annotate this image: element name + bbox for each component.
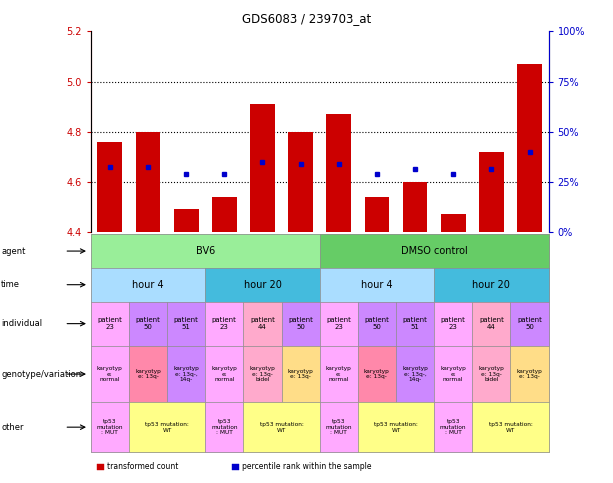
Text: patient
23: patient 23 [326,317,351,330]
Text: patient
50: patient 50 [288,317,313,330]
Bar [441,214,466,232]
Text: karyotyp
e:
normal: karyotyp e: normal [211,366,237,383]
Bar [97,142,122,232]
Text: patient
44: patient 44 [250,317,275,330]
Text: time: time [1,280,20,289]
Text: transformed count: transformed count [107,463,178,471]
Text: agent: agent [1,246,26,256]
Text: tp53 mutation:
WT: tp53 mutation: WT [489,422,533,433]
Text: other: other [1,423,24,432]
Text: hour 20: hour 20 [473,280,511,290]
Text: tp53
mutation
: MUT: tp53 mutation : MUT [97,419,123,436]
Text: individual: individual [1,319,42,328]
Text: karyotyp
e: 13q-
bidel: karyotyp e: 13q- bidel [249,366,275,383]
Text: patient
23: patient 23 [441,317,466,330]
Text: karyotyp
e:
normal: karyotyp e: normal [440,366,466,383]
Text: hour 4: hour 4 [361,280,393,290]
Text: karyotyp
e:
normal: karyotyp e: normal [97,366,123,383]
Text: DMSO control: DMSO control [401,246,468,256]
Text: patient
23: patient 23 [97,317,122,330]
Text: patient
51: patient 51 [173,317,199,330]
Bar [173,209,199,232]
Text: tp53
mutation
: MUT: tp53 mutation : MUT [326,419,352,436]
Bar [479,152,504,232]
Text: karyotyp
e: 13q-: karyotyp e: 13q- [517,369,543,380]
Text: karyotyp
e: 13q-
bidel: karyotyp e: 13q- bidel [479,366,504,383]
Text: karyotyp
e:
normal: karyotyp e: normal [326,366,352,383]
Bar [135,132,161,232]
Bar [403,182,427,232]
Text: karyotyp
e: 13q-: karyotyp e: 13q- [287,369,313,380]
Text: patient
23: patient 23 [212,317,237,330]
Text: patient
50: patient 50 [135,317,161,330]
Text: patient
50: patient 50 [517,317,542,330]
Text: tp53 mutation:
WT: tp53 mutation: WT [374,422,418,433]
Bar [250,104,275,232]
Bar [517,64,542,232]
Text: patient
44: patient 44 [479,317,504,330]
Text: tp53 mutation:
WT: tp53 mutation: WT [145,422,189,433]
Text: karyotyp
e: 13q-,
14q-: karyotyp e: 13q-, 14q- [173,366,199,383]
Text: genotype/variation: genotype/variation [1,369,82,379]
Text: patient
50: patient 50 [365,317,389,330]
Text: percentile rank within the sample: percentile rank within the sample [242,463,371,471]
Text: patient
51: patient 51 [403,317,427,330]
Text: karyotyp
e: 13q-,
14q-: karyotyp e: 13q-, 14q- [402,366,428,383]
Text: karyotyp
e: 13q-: karyotyp e: 13q- [364,369,390,380]
Text: hour 20: hour 20 [243,280,281,290]
Text: hour 4: hour 4 [132,280,164,290]
Bar [288,132,313,232]
Text: tp53
mutation
: MUT: tp53 mutation : MUT [211,419,237,436]
Bar [212,197,237,232]
Bar [365,197,389,232]
Text: BV6: BV6 [196,246,215,256]
Text: tp53 mutation:
WT: tp53 mutation: WT [259,422,303,433]
Text: GDS6083 / 239703_at: GDS6083 / 239703_at [242,12,371,25]
Text: karyotyp
e: 13q-: karyotyp e: 13q- [135,369,161,380]
Text: tp53
mutation
: MUT: tp53 mutation : MUT [440,419,466,436]
Bar [326,114,351,232]
